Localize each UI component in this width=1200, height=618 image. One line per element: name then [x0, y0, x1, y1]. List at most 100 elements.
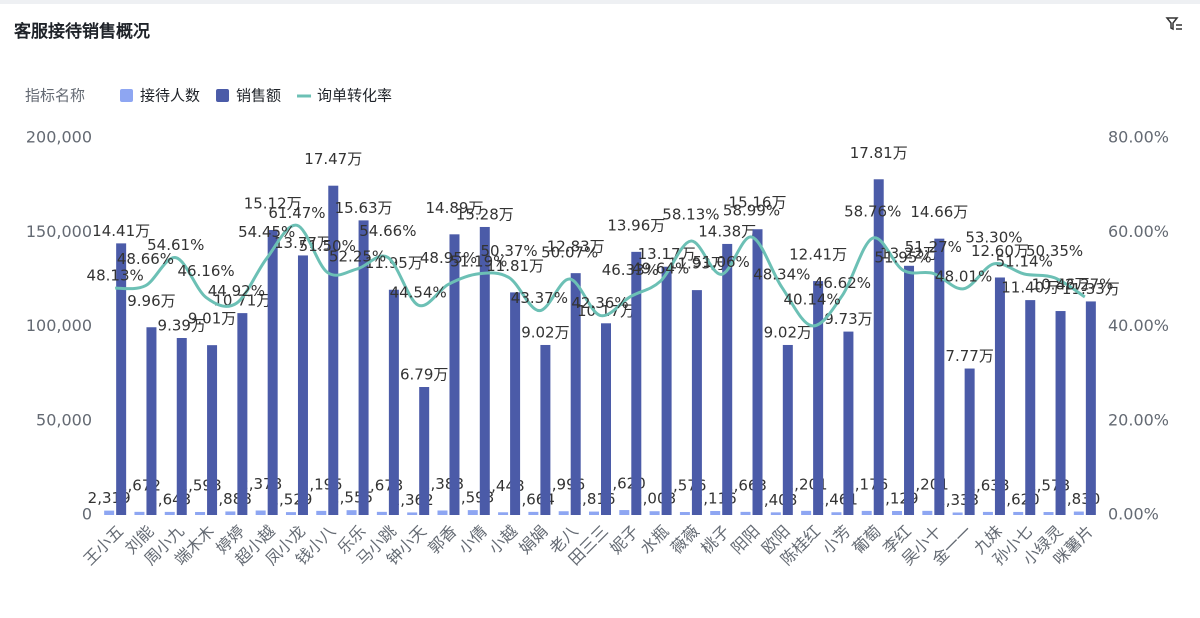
bar [843, 331, 854, 515]
y2-tick-label: 40.00% [1108, 316, 1169, 335]
data-label: 46.16% [177, 262, 234, 280]
data-label: 11.33万 [1062, 280, 1120, 298]
bar [1073, 511, 1084, 515]
data-label: 54.61% [147, 236, 204, 254]
data-label: 54.66% [359, 222, 416, 240]
data-label: 13.22万 [880, 244, 938, 262]
data-label: 9.39万 [158, 316, 206, 334]
data-label: 48.01% [935, 267, 992, 285]
bar [407, 512, 418, 515]
data-label: 44.54% [390, 284, 447, 302]
data-label: 54.45% [238, 223, 295, 241]
bar [285, 512, 296, 515]
filter-icon[interactable] [1165, 17, 1182, 31]
data-label: 52.25% [329, 247, 386, 265]
data-label: 48.34% [753, 266, 810, 284]
bar [722, 243, 733, 515]
bar [782, 344, 793, 515]
data-label: 50.07% [541, 244, 598, 262]
bar [388, 289, 399, 515]
bar [528, 511, 539, 515]
data-label: 46.62% [814, 274, 871, 292]
bar [649, 511, 660, 515]
data-label: 51.27% [905, 238, 962, 256]
x-tick-label: 桃子 [697, 522, 733, 558]
bar [104, 510, 115, 515]
bar [619, 510, 630, 515]
data-label: 12.83万 [547, 238, 605, 256]
legend-item[interactable]: 接待人数 [120, 87, 200, 105]
data-label: 17.81万 [850, 144, 908, 162]
bar [207, 345, 218, 515]
bar [982, 511, 993, 515]
data-label: 6.79万 [400, 366, 448, 384]
y2-tick-label: 80.00% [1108, 128, 1169, 147]
data-label: 9.96万 [127, 292, 175, 310]
legend-item[interactable]: 销售额 [216, 87, 281, 105]
data-label: 12.60万 [971, 242, 1029, 260]
data-label: 9.73万 [824, 310, 872, 328]
bar [1025, 300, 1036, 515]
bar [1013, 511, 1024, 515]
data-label: 42.36% [571, 294, 628, 312]
data-label: 48.95% [420, 249, 477, 267]
y2-tick-label: 60.00% [1108, 222, 1169, 241]
data-label: 50.35% [1026, 242, 1083, 260]
bar [873, 179, 884, 515]
data-label: 11.40万 [1001, 279, 1059, 297]
x-tick-label: 阳阳 [727, 522, 763, 558]
bar [589, 511, 599, 515]
chart-title: 客服接待销售概况 [13, 21, 150, 42]
data-label: 40.14% [784, 290, 841, 308]
data-label: 58.76% [844, 203, 901, 221]
x-tick-label: 小芳 [818, 522, 854, 558]
x-tick-label: 王小五 [80, 522, 127, 569]
x-tick-label: 水瓶 [637, 522, 673, 558]
data-label: 9.02万 [521, 323, 569, 341]
bar [904, 265, 915, 515]
bar [116, 243, 127, 515]
bar [740, 511, 751, 515]
bar [934, 238, 945, 515]
bar [255, 510, 266, 515]
bar [601, 323, 611, 515]
line [115, 223, 1086, 328]
data-label: 15.63万 [335, 199, 393, 217]
data-label: 12.41万 [789, 246, 847, 264]
bar [479, 226, 490, 516]
bar [661, 266, 672, 515]
bar [146, 327, 157, 515]
y-tick-label: 100,000 [26, 316, 92, 335]
legend-label: 询单转化率 [317, 87, 392, 105]
bar [964, 368, 975, 515]
x-tick-label: 小越 [485, 522, 521, 558]
bar [952, 512, 963, 515]
legend-swatch [120, 89, 133, 102]
bar [570, 273, 581, 515]
data-label: 44.92% [208, 282, 265, 300]
data-label: 51.19% [450, 252, 507, 270]
data-label: 14.89万 [426, 199, 484, 217]
legend-swatch [216, 89, 230, 102]
data-label: 15.28万 [456, 205, 514, 223]
data-label: 11.81万 [486, 257, 544, 275]
bar [267, 229, 278, 515]
data-label: 48.66% [117, 250, 174, 268]
data-label: 58.13% [662, 206, 719, 224]
data-label: 13.96万 [607, 216, 665, 234]
bar [195, 511, 206, 515]
data-label: 43.37% [511, 289, 568, 307]
y2-tick-label: 0.00% [1108, 505, 1159, 524]
bar [498, 512, 509, 515]
y-tick-label: 0 [82, 505, 92, 524]
data-label: 14.41万 [92, 222, 150, 240]
data-label: 15.16万 [729, 194, 787, 212]
data-label: 61.47% [268, 204, 325, 222]
x-tick-label: 小倩 [455, 522, 491, 558]
data-label: 9.02万 [764, 323, 812, 341]
bar [813, 281, 824, 515]
bar [134, 511, 145, 515]
legend-item[interactable]: 询单转化率 [297, 87, 392, 105]
legend-title: 指标名称 [25, 87, 85, 105]
